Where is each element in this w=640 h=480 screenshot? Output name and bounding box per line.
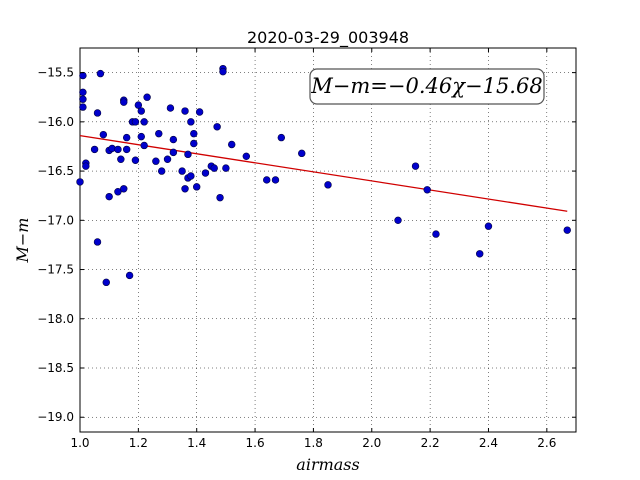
grid xyxy=(79,48,576,432)
annotation-box xyxy=(309,68,545,105)
data-point xyxy=(105,192,113,201)
data-point xyxy=(228,140,236,149)
fit-line xyxy=(79,134,568,212)
data-point xyxy=(213,123,221,131)
y-tick-label: −17.5 xyxy=(37,263,74,277)
data-point xyxy=(476,250,484,258)
data-point xyxy=(187,172,195,180)
x-tick-label: 1.2 xyxy=(129,436,148,450)
y-tick-label: −15.5 xyxy=(37,66,74,80)
data-point xyxy=(242,152,251,161)
data-point xyxy=(484,222,493,230)
x-tick-label: 1.6 xyxy=(246,436,265,450)
data-point xyxy=(201,169,210,177)
y-axis-label: M−m xyxy=(13,218,32,264)
data-point xyxy=(99,130,108,139)
data-point xyxy=(140,141,148,150)
data-point xyxy=(131,118,140,126)
data-point xyxy=(122,133,131,142)
data-point xyxy=(122,145,131,154)
x-tick-label: 1.8 xyxy=(304,436,323,450)
data-point xyxy=(411,162,420,170)
data-point xyxy=(90,145,99,154)
data-point xyxy=(76,178,84,186)
data-point xyxy=(563,226,571,234)
x-tick-label: 2.0 xyxy=(362,436,381,450)
plot-area xyxy=(79,47,577,433)
data-point xyxy=(187,118,195,126)
y-axis-ticks: −15.5 −16.0 −16.5 −17.0 −17.5 −18.0 −18.5 −19.0 xyxy=(37,66,576,424)
data-point xyxy=(82,162,90,170)
data-point xyxy=(178,167,186,175)
data-point xyxy=(102,278,110,287)
data-point xyxy=(96,69,105,78)
data-point xyxy=(131,156,140,164)
x-axis-label: airmass xyxy=(296,455,359,474)
data-point xyxy=(79,88,87,97)
chart-title: 2020-03-29_003948 xyxy=(247,28,409,48)
data-point xyxy=(143,93,151,101)
x-tick-label: 2.6 xyxy=(537,436,556,450)
data-point xyxy=(432,230,440,238)
x-tick-label: 2.2 xyxy=(421,436,440,450)
fit-equation-annotation: M−m=−0.46χ−15.68 xyxy=(309,68,545,105)
data-point xyxy=(324,181,332,189)
data-point xyxy=(169,148,178,157)
data-point xyxy=(277,133,286,142)
y-tick-label: −18.0 xyxy=(37,312,74,326)
data-point xyxy=(163,155,172,163)
data-point xyxy=(169,135,178,144)
data-point xyxy=(93,109,102,117)
data-point xyxy=(193,183,201,191)
data-point xyxy=(157,167,166,175)
data-point xyxy=(263,176,271,184)
y-tick-label: −19.0 xyxy=(37,410,74,424)
data-point xyxy=(79,103,87,111)
data-point xyxy=(79,71,87,80)
x-tick-label: 2.4 xyxy=(479,436,498,450)
y-tick-label: −17.0 xyxy=(37,213,74,227)
x-tick-label: 1.4 xyxy=(187,436,206,450)
annotation-text: M−m=−0.46χ−15.68 xyxy=(310,74,542,98)
data-point xyxy=(120,98,128,106)
data-point xyxy=(120,185,128,193)
x-axis-ticks: 1.0 1.2 1.4 1.6 1.8 2.0 2.2 2.4 2.6 xyxy=(70,48,556,450)
fit-line-group xyxy=(79,134,568,212)
data-point xyxy=(114,188,122,196)
data-point xyxy=(184,150,192,159)
data-point xyxy=(195,108,204,116)
data-point xyxy=(271,176,280,184)
data-point xyxy=(298,149,306,158)
data-point xyxy=(117,155,125,163)
data-point xyxy=(181,107,189,115)
data-points xyxy=(76,64,571,287)
y-tick-label: −16.5 xyxy=(37,164,74,178)
y-tick-label: −16.0 xyxy=(37,115,74,129)
data-point xyxy=(79,95,87,103)
data-point xyxy=(166,104,175,112)
data-point xyxy=(222,164,230,172)
data-point xyxy=(93,238,102,246)
data-point xyxy=(114,145,122,154)
data-point xyxy=(210,164,218,172)
data-point xyxy=(137,132,145,141)
data-point xyxy=(181,185,189,193)
data-point xyxy=(140,118,148,126)
data-point xyxy=(190,139,198,148)
data-point xyxy=(155,129,163,138)
x-tick-label: 1.0 xyxy=(70,436,89,450)
data-point xyxy=(152,157,160,165)
data-point xyxy=(137,107,145,115)
data-point xyxy=(125,271,134,280)
data-point xyxy=(134,101,143,109)
data-point xyxy=(219,67,227,76)
data-point xyxy=(216,193,224,202)
y-tick-label: −18.5 xyxy=(37,361,74,375)
data-point xyxy=(190,129,198,138)
data-point xyxy=(423,186,431,194)
data-point xyxy=(394,216,402,225)
